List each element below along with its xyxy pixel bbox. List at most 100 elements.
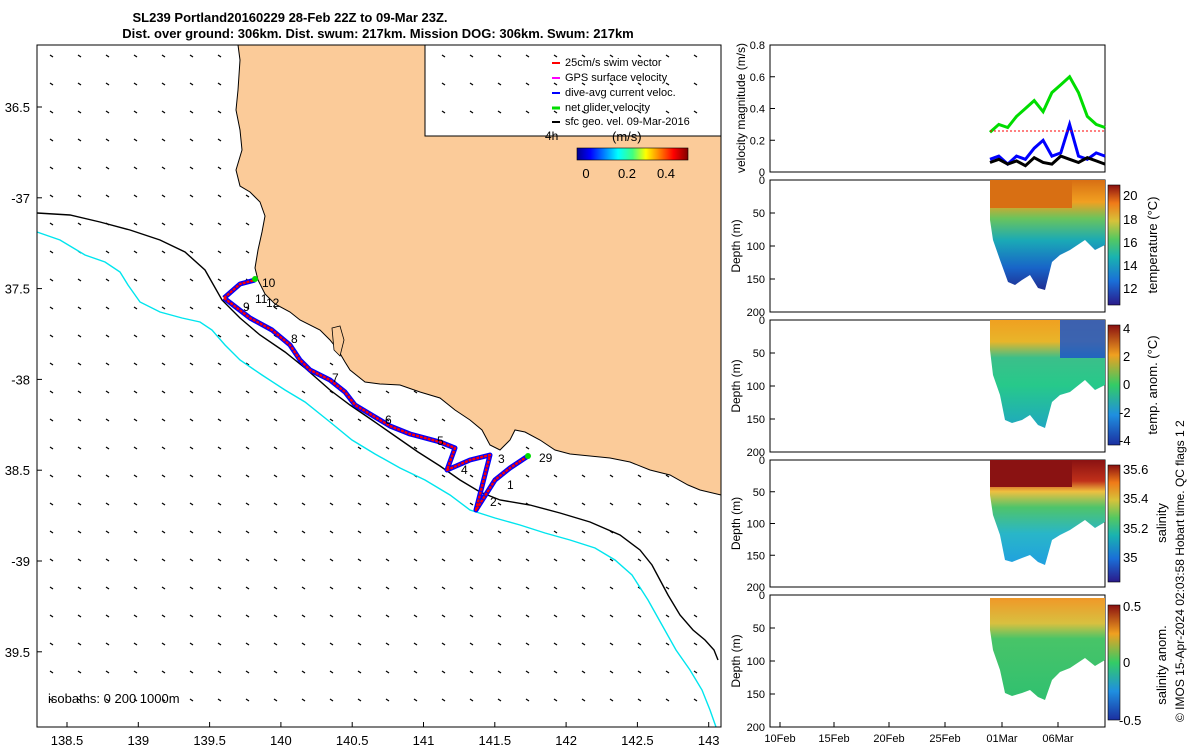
colorbar-label: temperature (°C) [1145,197,1160,294]
colorbar-unit: (m/s) [612,129,642,144]
current-arrow [469,642,474,646]
salinity-anomaly-colorbar [1107,604,1121,721]
current-arrow [189,642,194,646]
current-arrow [189,418,194,422]
current-arrow [77,110,82,114]
current-arrow [105,166,110,170]
current-arrow [217,110,222,114]
lat-tick-label: -38 [11,372,30,387]
current-arrow [637,502,642,506]
waypoint-label: 9 [243,300,250,314]
current-arrow [133,390,138,394]
current-arrow [105,54,110,58]
current-arrow [273,614,278,618]
current-arrow [553,670,558,674]
current-arrow [581,110,586,114]
current-arrow [469,586,474,590]
current-arrow [245,474,250,478]
glider-track [222,276,531,513]
current-arrow [49,390,54,394]
current-arrow [693,502,698,506]
lon-tick-label: 142 [555,733,577,748]
current-arrow [637,698,642,702]
temp-anomaly-colorbar [1107,324,1121,446]
current-arrow [77,362,82,366]
current-arrow [553,558,558,562]
depth-tick-label: 200 [747,447,765,459]
depth-tick-label: 100 [747,381,765,393]
cb-tick: 20 [1123,188,1137,203]
current-arrow [49,614,54,618]
waypoint-label: 10 [262,276,276,290]
colorbar-tick: 0.2 [618,166,636,181]
current-arrow [189,54,194,58]
current-arrow [161,334,166,338]
salinity-colorbar [1107,464,1121,583]
cb-tick: 35.2 [1123,521,1148,536]
lat-tick-label: 36.5 [5,100,30,115]
lon-tick-label: 138.5 [51,733,84,748]
current-arrow [161,502,166,506]
current-arrow [217,698,222,702]
lon-tick-label: 141.5 [479,733,512,748]
velocity-series-line [989,154,1106,168]
depth-tick-label: 0 [759,590,765,602]
current-arrow [245,306,250,310]
current-arrow [217,250,222,254]
depth-tick-label: 50 [753,487,765,499]
velocity-tick-label: 0.6 [750,72,765,84]
current-arrow [105,614,110,618]
current-arrow [525,54,530,58]
current-arrow [413,390,418,394]
current-arrow [301,502,306,506]
current-arrow [665,54,670,58]
depth-ylabel: Depth (m) [729,497,743,550]
copyright-footer: © IMOS 15-Apr-2024 02:03:58 Hobart time.… [1173,420,1187,722]
current-arrow [161,222,166,226]
current-arrow [581,54,586,58]
current-arrow [637,474,642,478]
waypoint-label: 8 [291,332,298,346]
current-arrow [217,586,222,590]
current-arrow [217,502,222,506]
current-arrow [693,530,698,534]
current-arrow [77,82,82,86]
current-arrow [161,194,166,198]
current-arrow [665,642,670,646]
current-arrow [497,698,502,702]
current-arrow [693,614,698,618]
current-arrow [301,530,306,534]
current-arrow [693,110,698,114]
current-arrow [357,502,362,506]
current-arrow [497,558,502,562]
current-arrow [329,418,334,422]
current-arrow [161,558,166,562]
current-arrow [413,698,418,702]
current-arrow [693,670,698,674]
current-arrow [385,418,390,422]
current-arrow [553,698,558,702]
current-arrow [413,502,418,506]
depth-ylabel: Depth (m) [729,219,743,272]
current-arrow [189,222,194,226]
current-arrow [49,670,54,674]
chart-title-line2: Dist. over ground: 306km. Dist. swum: 21… [122,26,634,41]
current-arrow [329,474,334,478]
current-arrow [245,250,250,254]
current-arrow [301,390,306,394]
current-arrow [105,446,110,450]
current-arrow [133,502,138,506]
velocity-tick-label: 0.8 [750,40,765,52]
current-arrow [133,558,138,562]
current-arrow [105,418,110,422]
depth-tick-label: 150 [747,550,765,562]
current-arrow [441,110,446,114]
current-arrow [553,110,558,114]
current-arrow [385,670,390,674]
current-arrow [329,642,334,646]
current-arrow [133,418,138,422]
lon-tick-label: 139 [127,733,149,748]
current-arrow [665,474,670,478]
current-arrow [357,446,362,450]
temperature-colorbar [1107,184,1121,306]
